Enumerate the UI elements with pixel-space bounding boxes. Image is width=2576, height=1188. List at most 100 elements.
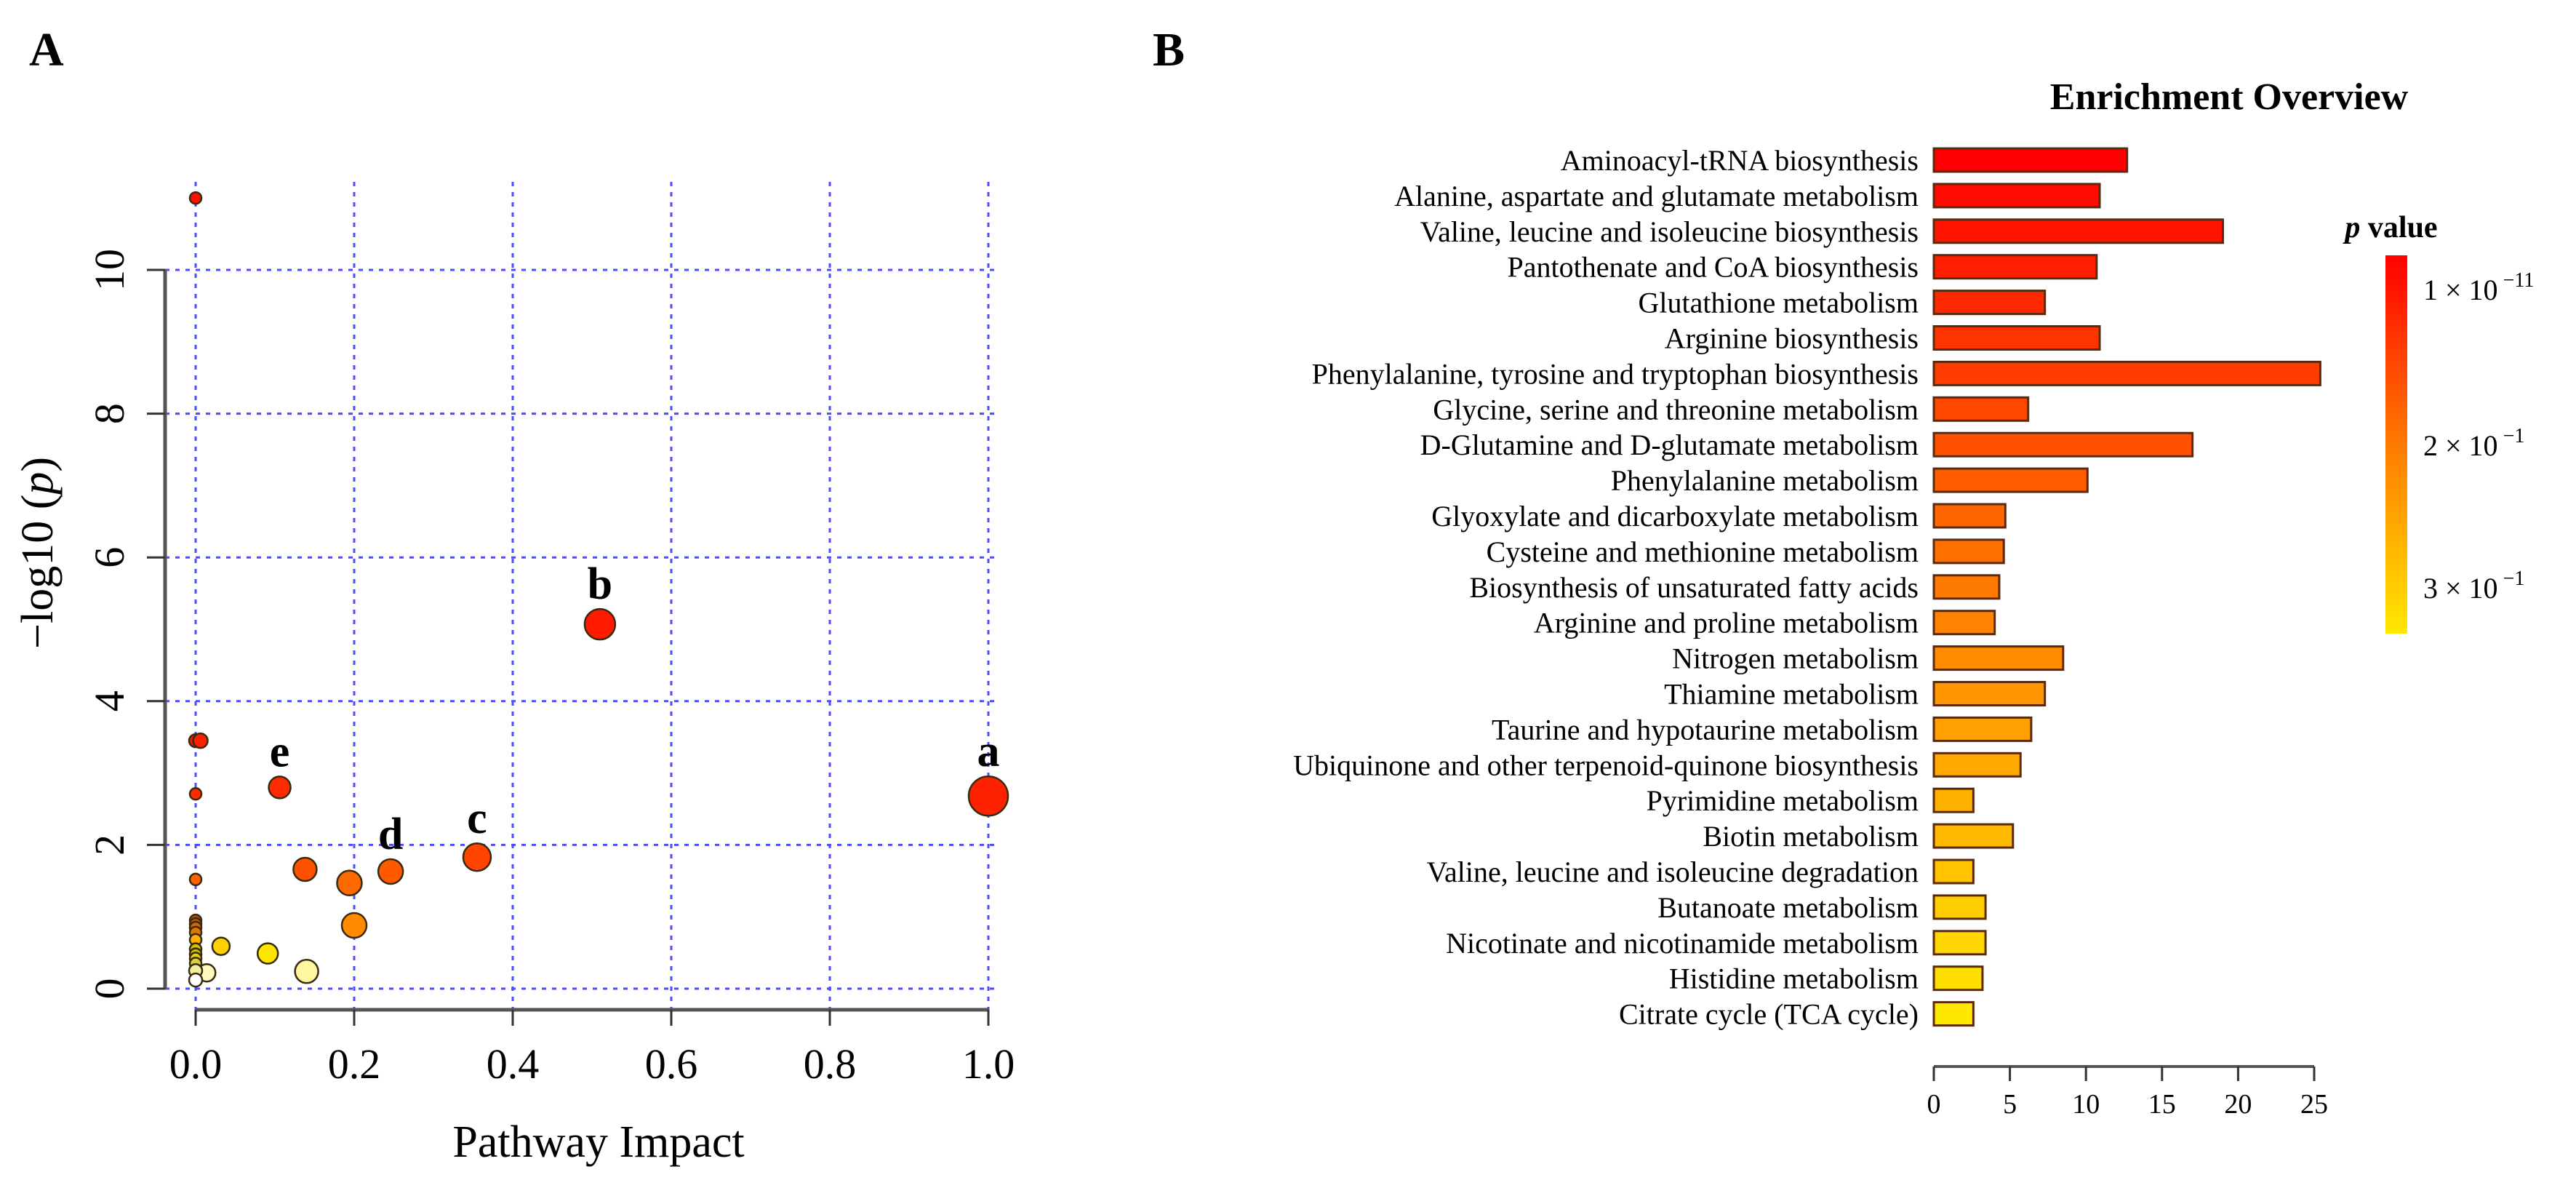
pathway-impact-scatter: 0.0 0.2 0.4 0.6 0.8 1.0 0 2 4 6 8 10 a b c d e Pathway … [13,182,1015,1167]
bar-row: Taurine and hypotaurine metabolism [1492,713,2033,746]
bar-category-label: Citrate cycle (TCA cycle) [1619,998,1919,1031]
legend-tick-base: 1 × 10 [2423,274,2498,306]
bar-row: Glycine, serine and threonine metabolism [1433,393,2030,426]
bar-category-label: Alanine, aspartate and glutamate metabol… [1394,180,1919,212]
bar [1932,645,2065,671]
bar-x-tick-label: 0 [1927,1089,1941,1120]
bar [1932,183,2101,209]
data-point [292,856,318,882]
bar-row: Butanoate metabolism [1657,891,1987,924]
bar-row: Ubiquinone and other terpenoid-quinone b… [1293,749,2022,781]
bar [1932,965,1984,992]
bar-category-label: Ubiquinone and other terpenoid-quinone b… [1293,749,1919,781]
legend-tick-label: 2 × 10 −1 [2423,425,2524,462]
bar-category-label: Taurine and hypotaurine metabolism [1492,713,1919,746]
bar [1932,467,2089,493]
legend-tick-exponent: −1 [2498,425,2525,447]
p-value-legend: p value 1 × 10 −112 × 10 −13 × 10 −1 [2343,211,2534,634]
bar [1932,574,2001,600]
data-point [268,776,292,800]
bar-category-label: Biotin metabolism [1703,820,1919,853]
bar [1932,218,2224,244]
bar-category-label: Nicotinate and nicotinamide metabolism [1446,927,1919,960]
bar-row: Alanine, aspartate and glutamate metabol… [1394,180,2101,212]
bar [1932,538,2005,565]
y-tick-label: 0 [86,978,133,1000]
data-point [340,912,368,939]
bar-x-tick-label: 20 [2224,1089,2252,1120]
bar-category-label: Glyoxylate and dicarboxylate metabolism [1431,500,1919,533]
bar-category-label: Glutathione metabolism [1639,287,1919,319]
data-point [211,936,231,956]
bar-row: Citrate cycle (TCA cycle) [1619,998,1975,1031]
bar [1932,325,2101,351]
y-label-prefix: −log10 ( [13,495,63,649]
y-tick-label: 6 [86,547,133,568]
bar [1932,503,2007,529]
legend-ticks: 1 × 10 −112 × 10 −13 × 10 −1 [2423,269,2534,605]
legend-tick-exponent: −11 [2498,269,2535,292]
bar [1932,610,1996,636]
point-label: a [977,727,1000,776]
panel-label-b: B [1153,23,1185,76]
bar-row: Thiamine metabolism [1664,678,2047,711]
bar-category-label: D-Glutamine and D-glutamate metabolism [1420,428,1919,461]
bar [1932,787,1975,813]
y-tick-label: 8 [86,403,133,424]
bar-row: Valine, leucine and isoleucine degradati… [1427,856,1975,888]
bar [1932,396,2030,422]
bar-chart-title: Enrichment Overview [2050,76,2409,118]
x-tick-label: 0.4 [487,1040,540,1088]
bar-row: Phenylalanine, tyrosine and tryptophan b… [1312,357,2321,390]
legend-tick-exponent: −1 [2498,567,2525,590]
legend-tick-base: 2 × 10 [2423,429,2498,462]
bar-category-label: Valine, leucine and isoleucine biosynthe… [1420,215,1919,248]
data-point [583,607,617,641]
bar-row: Nitrogen metabolism [1672,642,2065,675]
bar-row: Aminoacyl-tRNA biosynthesis [1561,144,2129,177]
data-point [967,775,1009,817]
bar-row: Pantothenate and CoA biosynthesis [1507,251,2098,284]
bar [1932,254,2098,280]
data-point [188,191,203,205]
bar [1932,681,2047,706]
legend-title-rest: value [2360,211,2437,244]
x-tick-label: 0.0 [169,1040,223,1088]
bar-category-label: Biosynthesis of unsaturated fatty acids [1469,571,1919,604]
enrichment-overview-bar-chart: Enrichment Overview Aminoacyl-tRNA biosy… [1293,76,2534,1120]
y-tick-label: 4 [86,690,133,711]
bar [1932,752,2022,778]
bar [1932,858,1975,885]
scatter-points: a b c d e [188,191,1009,988]
scatter-x-label: Pathway Impact [452,1117,744,1167]
bar [1932,360,2321,386]
data-point [188,787,203,801]
bar-category-label: Histidine metabolism [1669,962,1919,995]
data-point [336,869,363,897]
bar-row: Nicotinate and nicotinamide metabolism [1446,927,1987,960]
legend-tick-label: 3 × 10 −1 [2423,567,2524,605]
legend-colorbar [2385,255,2407,634]
y-tick-label: 10 [86,249,133,291]
x-tick-label: 0.2 [328,1040,381,1088]
panel-label-a: A [29,23,64,76]
x-tick-label: 1.0 [962,1040,1015,1088]
bar-row: Arginine and proline metabolism [1534,607,1996,639]
scatter-ticks: 0.0 0.2 0.4 0.6 0.8 1.0 0 2 4 6 8 10 [86,249,1015,1088]
bar-category-label: Phenylalanine metabolism [1611,464,1919,497]
x-tick-label: 0.8 [804,1040,857,1088]
bar-row: Glutathione metabolism [1639,287,2047,319]
bar-row: Biotin metabolism [1703,820,2015,853]
legend-title: p value [2343,211,2437,244]
bar [1932,1001,1975,1027]
x-tick-label: 0.6 [645,1040,698,1088]
bar [1932,823,2015,849]
data-point [188,872,203,887]
bar [1932,431,2194,458]
bar [1932,147,2129,173]
scatter-grid [165,182,996,1010]
data-point [188,972,204,988]
bar-category-label: Glycine, serine and threonine metabolism [1433,393,1919,426]
bar-category-label: Valine, leucine and isoleucine degradati… [1427,856,1919,888]
